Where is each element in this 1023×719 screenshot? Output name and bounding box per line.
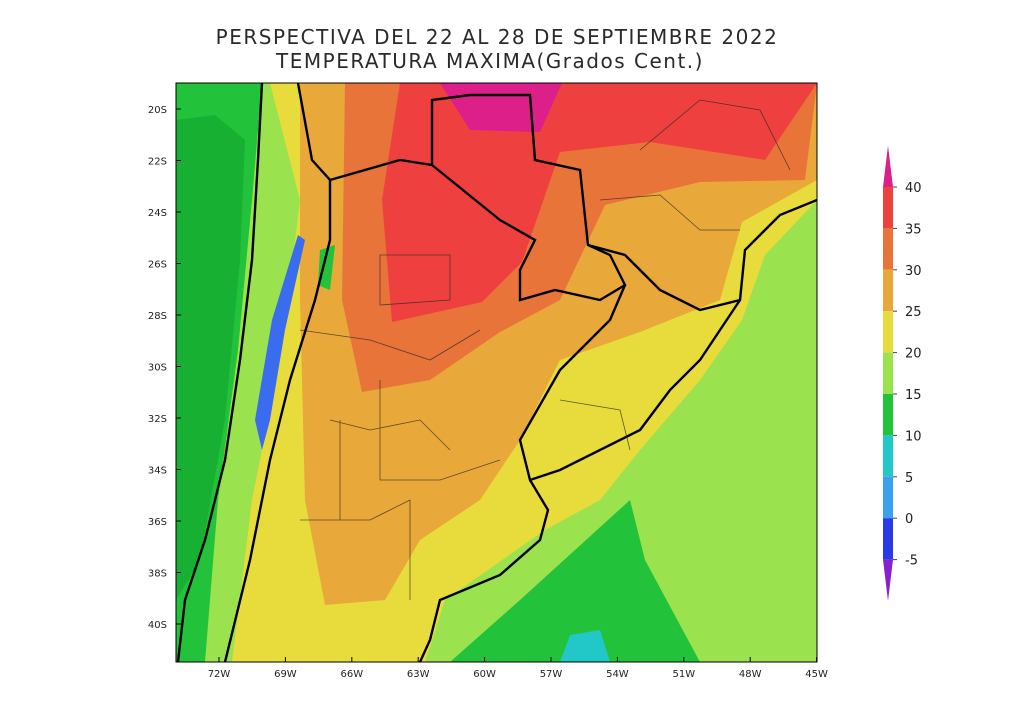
colorbar-label: 25 [905,305,922,320]
lat-label: 38S [148,569,167,580]
colorbar-label: -5 [905,554,918,569]
colorbar-segment [883,269,893,312]
colorbar-cap [883,559,893,601]
colorbar-segment [883,228,893,270]
colorbar: 40 35 30 25 20 15 10 5 0 -5 [883,145,922,601]
lat-label: 20S [148,105,167,116]
lon-label: 72W [208,669,231,680]
colorbar-label: 5 [905,471,913,486]
axis-labels: 20S 22S 24S 26S 28S 30S 32S 34S 36S 38S 40S 72W 69W 6… [148,105,828,680]
lat-label: 22S [148,157,167,168]
lat-label: 34S [148,466,167,477]
colorbar-cap [883,145,893,187]
colorbar-segment [883,476,893,519]
lat-label: 24S [148,208,167,219]
colorbar-label: 20 [905,347,922,362]
lat-label: 28S [148,311,167,322]
lat-label: 32S [148,414,167,425]
colorbar-segment [883,311,893,353]
lon-label: 69W [274,669,297,680]
lat-label: 26S [148,260,167,271]
colorbar-segment [883,435,893,477]
lat-label: 30S [148,363,167,374]
colorbar-segment [883,394,893,436]
colorbar-segment [883,352,893,394]
title-line: PERSPECTIVA DEL 22 AL 28 DE SEPTIEMBRE 2… [216,25,779,49]
colorbar-label: 15 [905,388,922,403]
lon-label: 60W [473,669,496,680]
lon-label: 51W [672,669,695,680]
map-frame [175,82,818,663]
lat-label: 36S [148,517,167,528]
lon-label: 45W [805,669,828,680]
temperature-field [176,83,817,662]
title-line: TEMPERATURA MAXIMA(Grados Cent.) [275,49,704,73]
colorbar-label: 0 [905,512,913,527]
lat-label: 40S [148,620,167,631]
colorbar-label: 30 [905,264,922,279]
colorbar-label: 40 [905,181,922,196]
colorbar-label: 10 [905,429,922,444]
lon-label: 57W [540,669,563,680]
colorbar-segment [883,518,893,560]
colorbar-segment [883,187,893,229]
lon-label: 54W [606,669,629,680]
lon-label: 66W [340,669,363,680]
colorbar-label: 35 [905,222,922,237]
lon-label: 63W [407,669,430,680]
lon-label: 48W [739,669,762,680]
